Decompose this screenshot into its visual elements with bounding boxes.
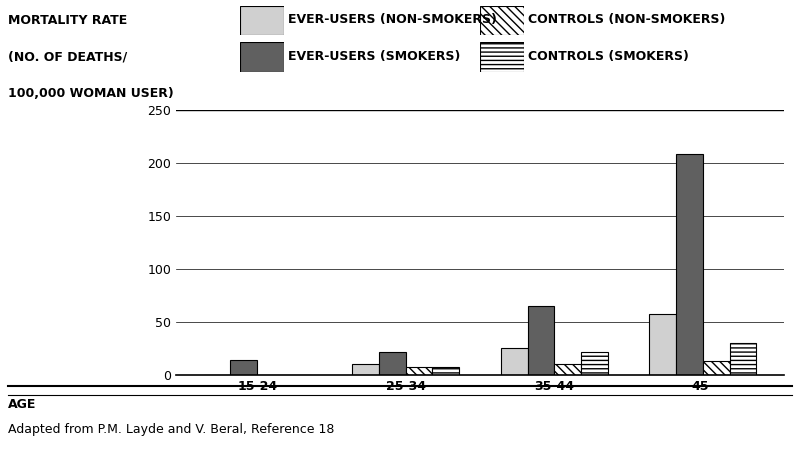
Text: EVER-USERS (SMOKERS): EVER-USERS (SMOKERS)	[288, 50, 460, 63]
Text: Adapted from P.M. Layde and V. Beral, Reference 18: Adapted from P.M. Layde and V. Beral, Re…	[8, 423, 334, 436]
Bar	[730, 343, 756, 375]
Text: CONTROLS (SMOKERS): CONTROLS (SMOKERS)	[528, 50, 689, 63]
Bar	[501, 348, 527, 375]
Bar	[581, 352, 608, 375]
Bar	[406, 367, 433, 375]
Text: 100,000 WOMAN USER): 100,000 WOMAN USER)	[8, 87, 174, 100]
Bar	[527, 306, 554, 375]
Bar	[433, 367, 459, 375]
Text: (NO. OF DEATHS/: (NO. OF DEATHS/	[8, 50, 127, 63]
Bar	[676, 154, 703, 375]
Bar	[230, 360, 257, 375]
Bar	[703, 361, 730, 375]
Bar	[650, 314, 676, 375]
Text: MORTALITY RATE: MORTALITY RATE	[8, 14, 127, 27]
Text: CONTROLS (NON-SMOKERS): CONTROLS (NON-SMOKERS)	[528, 13, 726, 26]
Bar	[352, 364, 379, 375]
Bar	[379, 352, 406, 375]
Bar	[554, 364, 581, 375]
Text: EVER-USERS (NON-SMOKERS): EVER-USERS (NON-SMOKERS)	[288, 13, 497, 26]
Text: AGE: AGE	[8, 398, 36, 411]
